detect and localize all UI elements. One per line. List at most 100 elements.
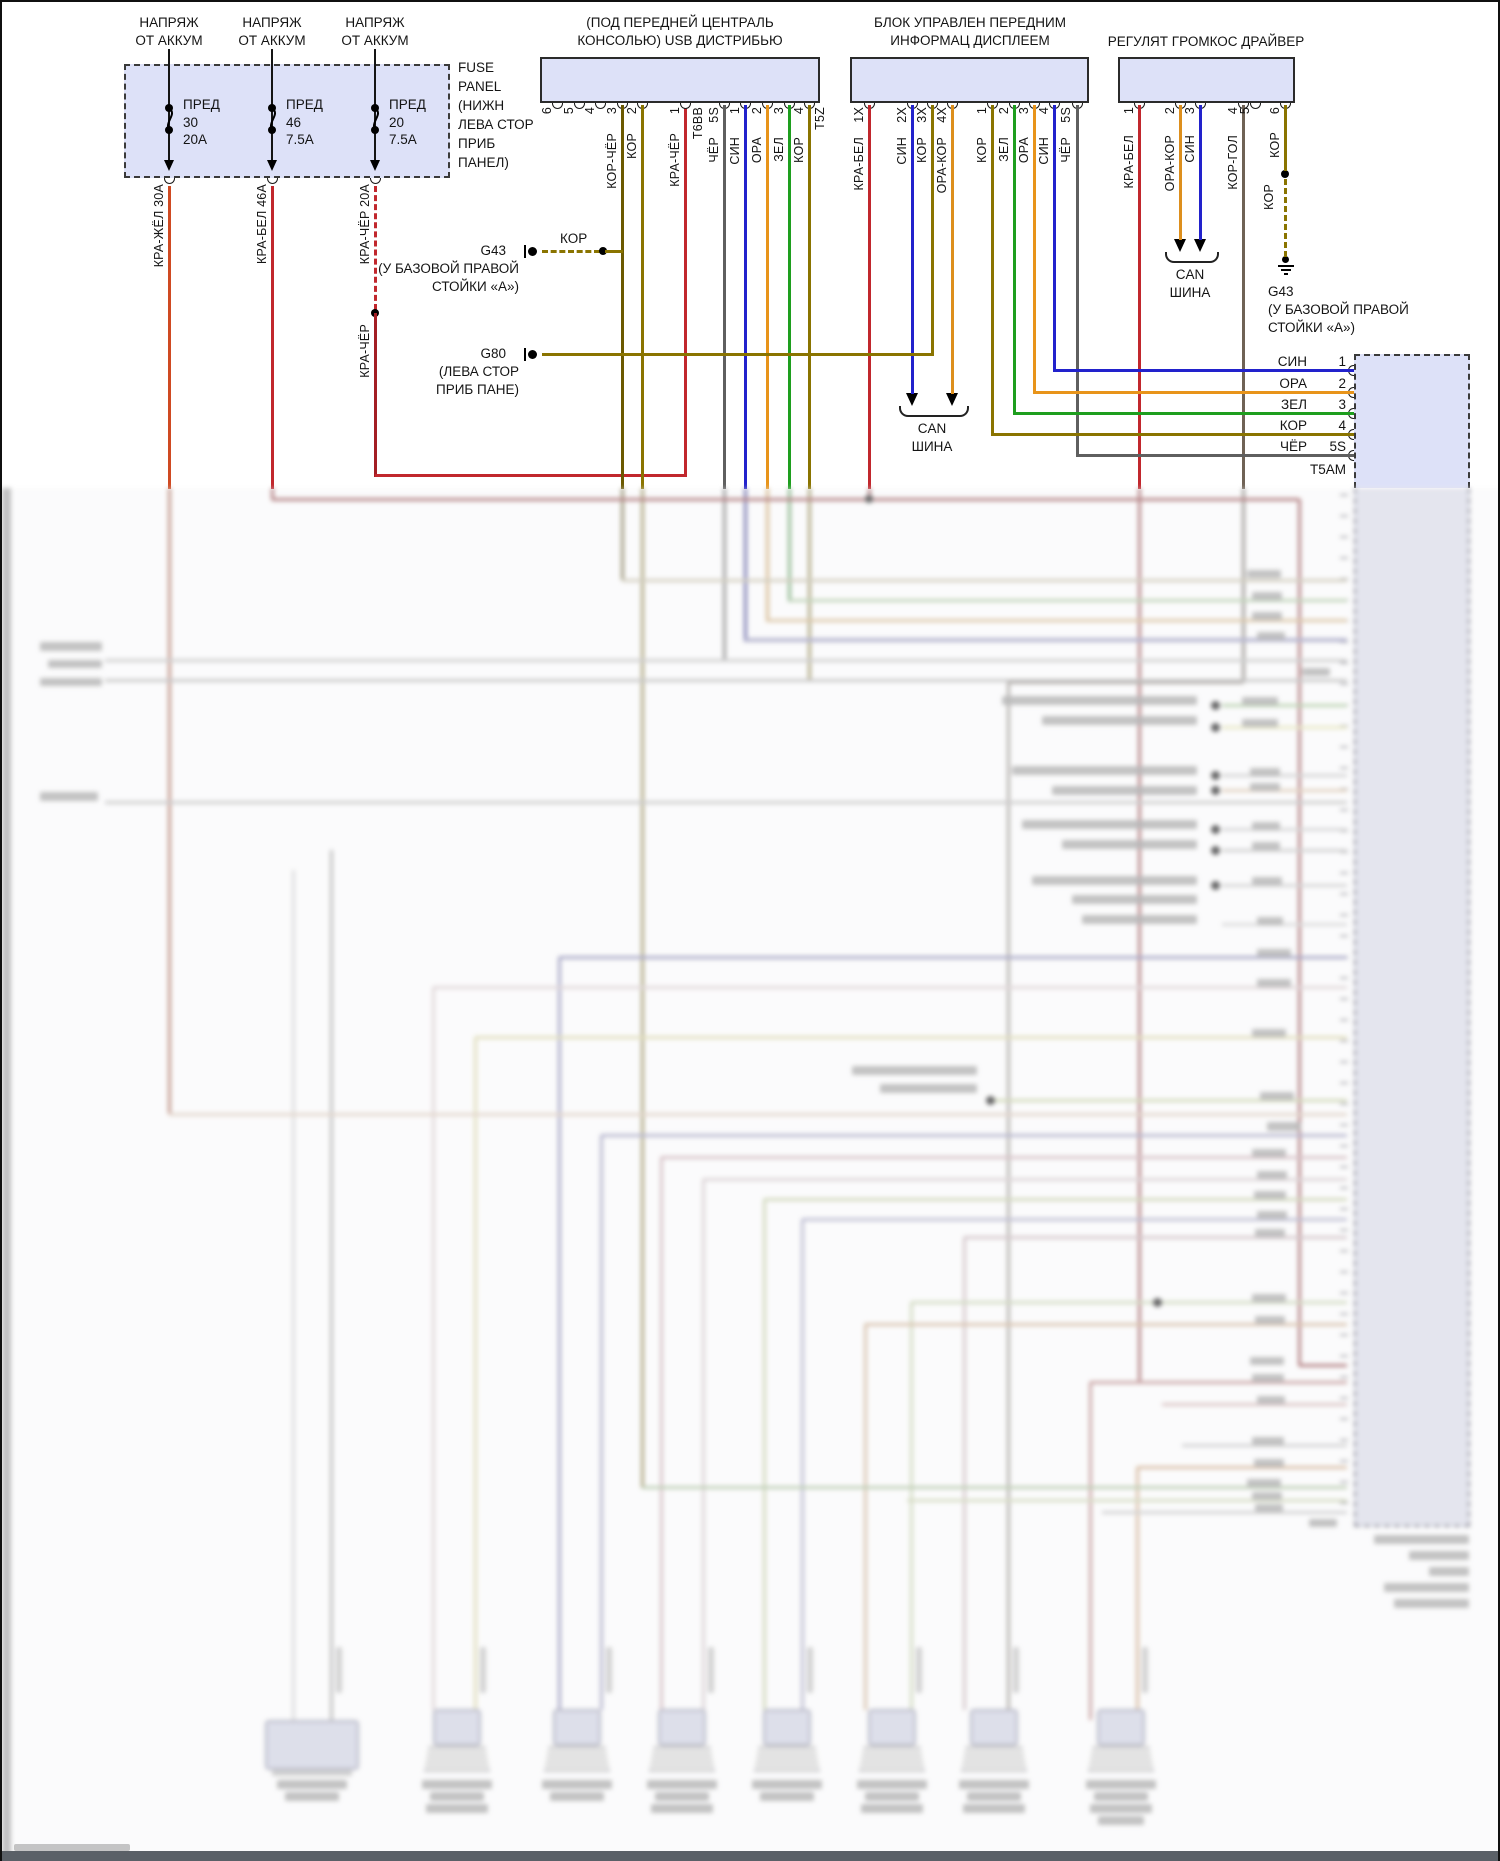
right-module-box-top: [1354, 354, 1470, 488]
volume-regulator-title: РЕГУЛЯТ ГРОМКОС ДРАЙВЕР: [1107, 34, 1305, 49]
connector-bump-icon: [594, 103, 606, 109]
connector-bump-icon: [266, 178, 278, 184]
power-label-2: НАПРЯЖ ОТ АККУМ: [238, 15, 306, 48]
wire-horizontal: [605, 249, 623, 253]
t5am-pin-num-3: 3: [1338, 397, 1346, 412]
connector-bump-icon: [679, 103, 691, 109]
can-bus-right-line1: CAN: [1175, 267, 1205, 282]
wire-vertical: [807, 105, 811, 489]
t5am-pin-num-5: 5S: [1329, 439, 1346, 454]
ground-g80-loc2: ПРИБ ПАНЕ): [436, 382, 519, 397]
fuse-arrow-down-icon: [267, 160, 277, 171]
wire-vertical: [722, 105, 726, 489]
wire-vertical: [787, 105, 791, 489]
bottom-frame-bar: [2, 1851, 1498, 1861]
wire-vertical: [950, 105, 954, 394]
t5am-connector-label: T5AM: [1309, 462, 1346, 477]
wire-vertical: [167, 186, 171, 489]
wire-horizontal: [1054, 368, 1354, 372]
wire-vertical: [374, 186, 377, 310]
volume-regulator-box: [1118, 57, 1295, 103]
g43-left-wire-color: КОР: [560, 231, 588, 246]
wire-vertical: [1032, 105, 1036, 394]
wire-horizontal: [1034, 390, 1354, 394]
wire-horizontal: [542, 352, 933, 356]
usb-distributor-title: (ПОД ПЕРЕДНЕЙ ЦЕНТРАЛЬ КОНСОЛЬЮ) USB ДИСТ…: [577, 15, 783, 48]
wire-vertical: [930, 105, 934, 356]
fuse-3-label: ПРЕД 20 7.5А: [389, 97, 426, 147]
ground-g43-left-symbol: [524, 245, 526, 258]
connector-bump-icon: [163, 178, 175, 184]
ground-g43-right-loc2: СТОЙКИ «А»): [1268, 320, 1355, 335]
wire-vertical: [270, 186, 274, 489]
connector-bump-icon: [551, 103, 563, 109]
can-bus-mid-line1: CAN: [917, 421, 947, 436]
connector-bump-icon: [573, 103, 585, 109]
connector-bump-icon: [1249, 103, 1261, 109]
display-unit-box: [850, 57, 1089, 103]
fuse-panel-box: [124, 64, 450, 178]
wire-horizontal: [542, 250, 600, 253]
fuse-arrow-down-icon: [164, 160, 174, 171]
ground-g43-right-name: G43: [1268, 284, 1294, 299]
wire-vertical: [1241, 105, 1245, 489]
t5am-pin-num-1: 1: [1338, 354, 1346, 369]
junction-dot: [165, 104, 173, 112]
display-unit-title: БЛОК УПРАВЛЕН ПЕРЕДНИМ ИНФОРМАЦ ДИСПЛЕЕМ: [874, 15, 1066, 48]
fuse-symbol-icon: [367, 106, 385, 134]
ground-g43-left-loc1: (У БАЗОВОЙ ПРАВОЙ: [378, 261, 519, 276]
fuse-2-label: ПРЕД 46 7.5А: [286, 97, 323, 147]
wire-vertical: [373, 313, 377, 477]
can-bus-mid-line2: ШИНА: [911, 439, 953, 454]
ground-g80-loc1: (ЛЕВА СТОР: [438, 364, 519, 379]
wire-horizontal: [1077, 453, 1354, 457]
t5am-pin-color-4: КОР: [1279, 418, 1307, 433]
wire-vertical: [910, 105, 914, 394]
power-label-3: НАПРЯЖ ОТ АККУМ: [341, 15, 409, 48]
t5am-pin-color-2: ОРА: [1279, 376, 1307, 391]
wire-vertical: [620, 105, 624, 489]
wire-vertical: [867, 105, 871, 489]
connector-bump-icon: [369, 178, 381, 184]
wire-horizontal: [1014, 411, 1354, 415]
ground-g43-left-loc2: СТОЙКИ «А»): [432, 279, 519, 294]
fuse-arrow-down-icon: [370, 160, 380, 171]
ground-g80-name: G80: [480, 346, 506, 361]
usb-distributor-box: [540, 57, 820, 103]
fuse-panel-title: FUSE PANEL (НИЖН ЛЕВА СТОР ПРИБ ПАНЕЛ): [458, 60, 534, 170]
ground-g43-right-loc1: (У БАЗОВОЙ ПРАВОЙ: [1268, 302, 1409, 317]
power-label-1: НАПРЯЖ ОТ АККУМ: [135, 15, 203, 48]
wire-vertical: [1137, 105, 1141, 489]
junction-dot: [371, 104, 379, 112]
t5am-pin-color-3: ЗЕЛ: [1280, 397, 1307, 412]
fuse-1-label: ПРЕД 30 20А: [183, 97, 220, 147]
wire-vertical: [1284, 179, 1287, 257]
watermark-bar: [14, 1844, 130, 1851]
wire-vertical: [1178, 105, 1182, 240]
junction-dot: [268, 104, 276, 112]
wire-vertical: [990, 105, 994, 436]
junction-dot: [599, 247, 607, 255]
wire-vertical: [743, 105, 747, 489]
wire-vertical: [1075, 105, 1079, 457]
wire-horizontal: [992, 432, 1354, 436]
wire-vertical: [765, 105, 769, 489]
wire-horizontal: [375, 473, 685, 477]
ground-g80-symbol: [524, 348, 526, 361]
ground-g43-left-name: G43: [480, 243, 506, 258]
can-bus-right-line2: ШИНА: [1169, 285, 1211, 300]
wire-vertical: [640, 105, 644, 489]
t5am-pin-color-5: ЧЁР: [1279, 439, 1307, 454]
wire-vertical: [1052, 105, 1056, 372]
t5am-pin-num-4: 4: [1338, 418, 1346, 433]
fuse-symbol-icon: [264, 106, 282, 134]
wire-vertical: [1283, 105, 1287, 171]
t5am-pin-color-1: СИН: [1277, 354, 1307, 369]
fuse-symbol-icon: [161, 106, 179, 134]
t5am-pin-num-2: 2: [1338, 376, 1346, 391]
wire-vertical: [1198, 105, 1202, 240]
wire-vertical: [683, 105, 687, 477]
wire-vertical: [1012, 105, 1016, 415]
